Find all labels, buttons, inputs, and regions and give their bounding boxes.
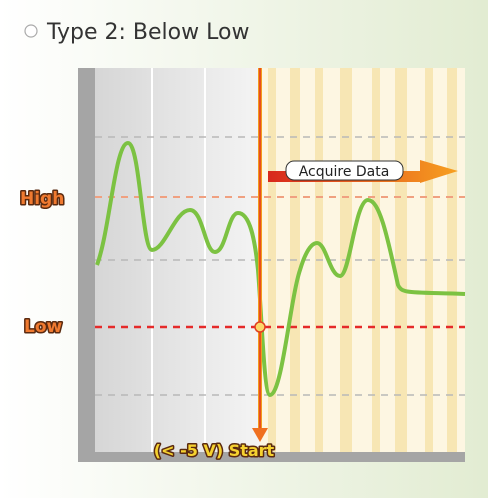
acquire-box: [285, 160, 404, 181]
low-label: Low: [24, 317, 63, 337]
trigger-point: [254, 321, 266, 333]
acquire-label: Acquire Data: [299, 164, 390, 180]
radio[interactable]: [24, 24, 38, 38]
waveform: [95, 141, 466, 397]
title: Type 2: Below Low: [46, 20, 249, 45]
trigger-arrowhead: [252, 428, 268, 442]
high-label: High: [20, 189, 64, 209]
level-lines: [95, 136, 465, 396]
start-label: (< -5 V) Start: [154, 441, 275, 460]
frame-bottom: [78, 452, 465, 462]
frame-left: [78, 68, 95, 462]
